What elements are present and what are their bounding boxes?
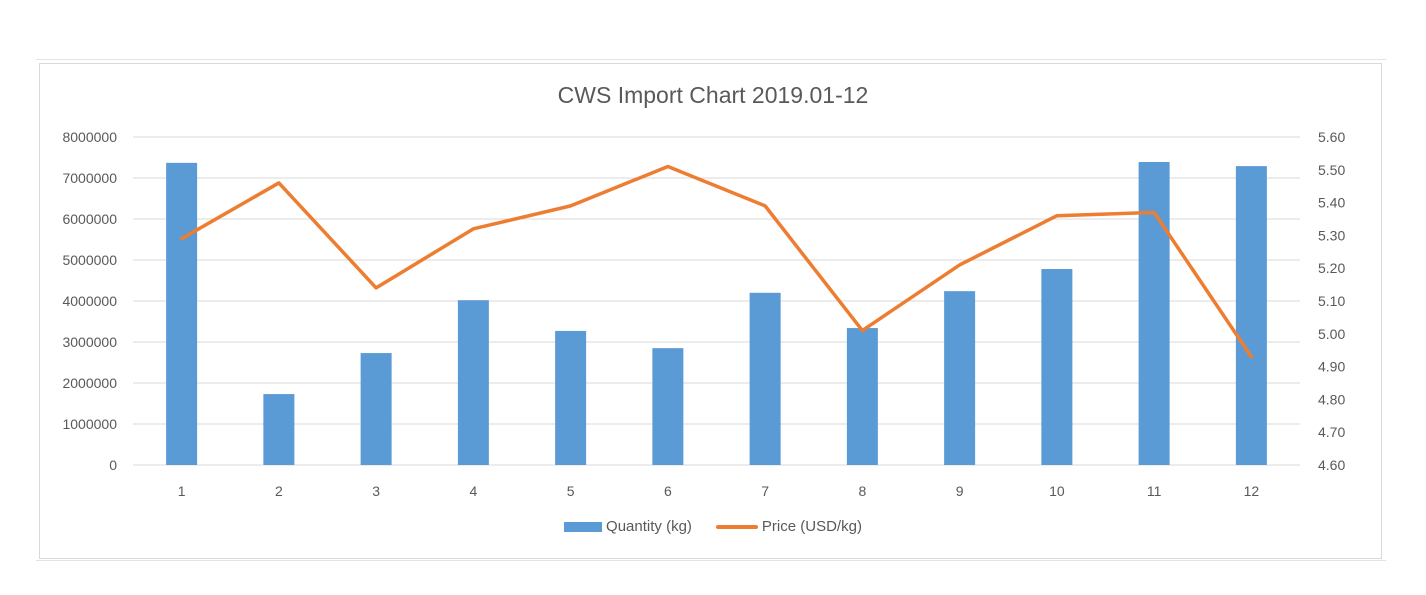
- x-axis-tick: 4: [469, 483, 477, 499]
- left-axis-tick: 8000000: [62, 129, 117, 145]
- bar-7[interactable]: [749, 292, 781, 465]
- right-axis-tick: 5.50: [1318, 162, 1345, 178]
- sheet-gridline: [36, 59, 1386, 60]
- chart-title: CWS Import Chart 2019.01-12: [557, 82, 869, 108]
- legend-item-price[interactable]: Price (USD/kg): [715, 518, 862, 535]
- x-axis-tick: 9: [956, 483, 964, 499]
- right-axis-tick: 4.70: [1318, 424, 1345, 440]
- right-axis-tick: 5.20: [1318, 260, 1345, 276]
- right-axis-tick: 4.90: [1318, 359, 1345, 375]
- legend: Quantity (kg) Price (USD/kg): [0, 518, 1426, 535]
- right-axis-tick: 4.60: [1318, 457, 1345, 473]
- x-axis-tick: 10: [1049, 483, 1065, 499]
- price-line[interactable]: [179, 164, 1254, 359]
- bar-8[interactable]: [846, 328, 878, 465]
- bar-3[interactable]: [360, 353, 392, 465]
- bar-1[interactable]: [166, 162, 198, 465]
- bar-4[interactable]: [457, 300, 489, 465]
- bar-10[interactable]: [1041, 269, 1073, 465]
- x-axis-tick: 5: [567, 483, 575, 499]
- left-axis-tick: 7000000: [62, 170, 117, 186]
- bar-2[interactable]: [263, 394, 295, 465]
- x-axis-tick: 8: [858, 483, 866, 499]
- x-axis-tick: 12: [1244, 483, 1260, 499]
- right-axis-tick: 5.00: [1318, 326, 1345, 342]
- left-axis-tick: 1000000: [62, 416, 117, 432]
- legend-label: Price (USD/kg): [761, 518, 862, 535]
- x-axis-tick: 6: [664, 483, 672, 499]
- right-axis-tick: 5.30: [1318, 227, 1345, 243]
- right-axis-tick: 5.60: [1318, 129, 1345, 145]
- bar-11[interactable]: [1138, 162, 1170, 465]
- bar-swatch-icon: [564, 521, 603, 532]
- x-axis-tick: 3: [372, 483, 380, 499]
- bar-6[interactable]: [652, 348, 684, 465]
- left-axis-tick: 3000000: [62, 334, 117, 350]
- right-axis-tick: 5.10: [1318, 293, 1345, 309]
- left-axis-tick: 6000000: [62, 211, 117, 227]
- legend-item-quantity[interactable]: Quantity (kg): [564, 518, 692, 535]
- x-axis-tick: 11: [1147, 483, 1162, 499]
- right-axis-tick: 4.80: [1318, 391, 1345, 407]
- x-axis-tick: 7: [761, 483, 769, 499]
- x-axis-tick: 1: [178, 483, 186, 499]
- bar-9[interactable]: [944, 291, 976, 465]
- line-swatch-icon: [715, 524, 758, 529]
- bar-5[interactable]: [555, 330, 587, 465]
- legend-label: Quantity (kg): [606, 518, 692, 535]
- right-axis-tick: 5.40: [1318, 195, 1345, 211]
- bar-12[interactable]: [1235, 166, 1267, 466]
- left-axis-tick: 0: [109, 457, 117, 473]
- left-axis-tick: 5000000: [62, 252, 117, 268]
- left-axis-tick: 4000000: [62, 293, 117, 309]
- x-axis-tick: 2: [275, 483, 283, 499]
- sheet-gridline: [36, 560, 1386, 561]
- left-axis-tick: 2000000: [62, 375, 117, 391]
